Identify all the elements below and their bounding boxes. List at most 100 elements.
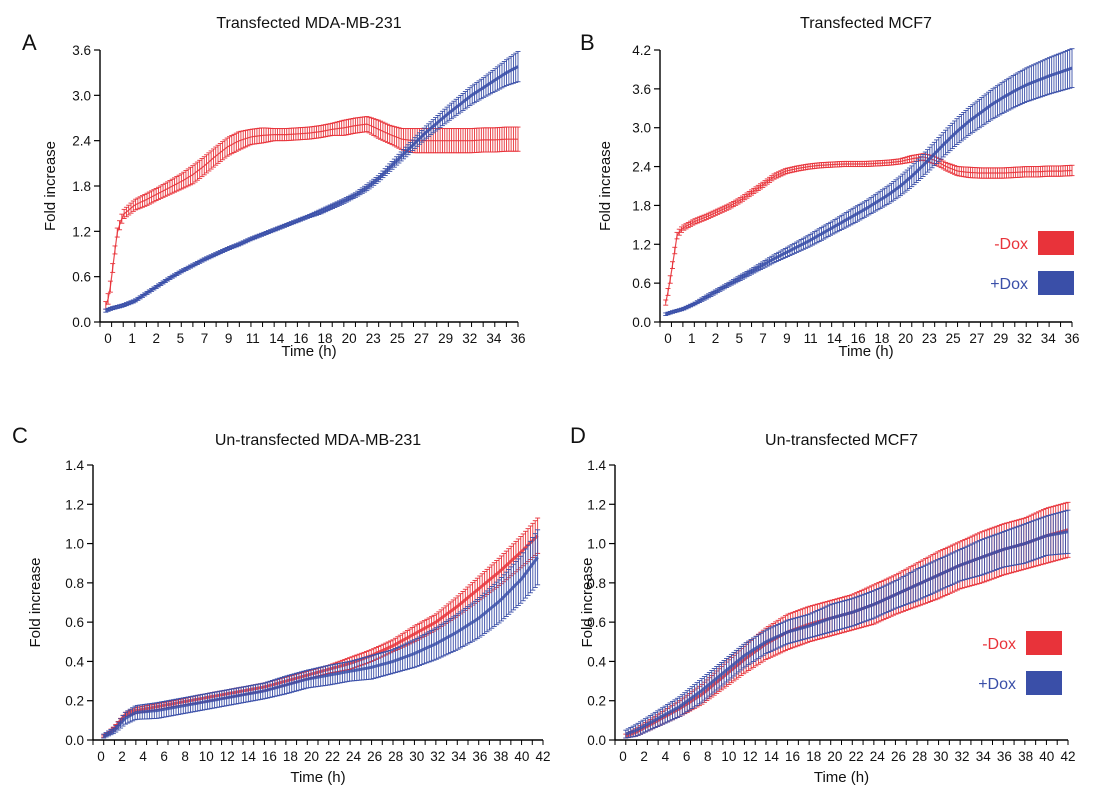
x-tick-label: 18 (806, 749, 821, 764)
x-tick-label: 34 (486, 331, 502, 346)
legend-label: -Dox (982, 636, 1016, 653)
x-tick-label: 14 (269, 331, 285, 346)
legend-swatch (1038, 271, 1074, 295)
x-tick-label: 23 (922, 331, 937, 346)
y-tick-label: 0.6 (65, 615, 84, 630)
x-tick-label: 4 (662, 749, 670, 764)
x-tick-label: 4 (139, 749, 147, 764)
x-tick-label: 7 (201, 331, 209, 346)
x-tick-label: 14 (827, 331, 843, 346)
x-tick-label: 12 (743, 749, 758, 764)
y-tick-label: 1.8 (72, 179, 91, 194)
x-tick-label: 40 (514, 749, 529, 764)
x-tick-label: 32 (955, 749, 970, 764)
series-mean-line (665, 156, 1073, 303)
y-tick-label: 1.0 (65, 537, 84, 552)
y-tick-label: 0.0 (587, 733, 606, 748)
x-tick-label: 6 (160, 749, 168, 764)
x-tick-label: 22 (325, 749, 340, 764)
x-tick-label: 27 (414, 331, 429, 346)
x-tick-label: 2 (152, 331, 160, 346)
y-tick-label: 0.4 (65, 654, 84, 669)
x-tick-label: 11 (804, 331, 818, 346)
panel-b: B Transfected MCF7 0.0 0.6 1.2 1.8 2.4 3.0 3.6 4.… (580, 15, 1080, 360)
x-tick-label: 40 (1039, 749, 1054, 764)
x-tick-label: 23 (366, 331, 381, 346)
x-tick-label: 0 (97, 749, 105, 764)
y-tick-label: 0.6 (72, 270, 91, 285)
legend-swatch (1026, 671, 1062, 695)
x-tick-label: 12 (220, 749, 235, 764)
x-tick-label: 16 (851, 331, 866, 346)
x-tick-label: 34 (1041, 331, 1057, 346)
x-tick-label: 30 (409, 749, 424, 764)
y-tick-label: 1.4 (587, 458, 606, 473)
panel-c: C Un-transfected MDA-MB-231 0.0 0.2 0.4 0.6 0.… (12, 423, 551, 786)
x-tick-label: 5 (736, 331, 744, 346)
panel-title: Un-transfected MCF7 (765, 432, 918, 449)
series-minus-dox (103, 116, 521, 310)
x-tick-label: 0 (619, 749, 627, 764)
y-tick-label: 3.6 (72, 43, 91, 58)
series-mean-line (102, 556, 539, 738)
x-tick-label: 18 (874, 331, 889, 346)
x-tick-label: 9 (783, 331, 791, 346)
x-tick-label: 2 (640, 749, 648, 764)
x-tick-label: 42 (535, 749, 550, 764)
x-tick-label: 5 (177, 331, 185, 346)
x-tick-label: 26 (367, 749, 382, 764)
x-tick-label: 26 (891, 749, 906, 764)
x-tick-label: 20 (898, 331, 913, 346)
x-tick-label: 25 (946, 331, 961, 346)
y-axis-label: Fold increase (42, 141, 59, 231)
y-tick-label: 0.2 (65, 694, 84, 709)
legend: -Dox +Dox (978, 631, 1062, 695)
panel-letter: C (12, 423, 28, 448)
x-tick-label: 34 (451, 749, 467, 764)
x-axis-label: Time (h) (814, 769, 869, 786)
legend-swatch (1038, 231, 1074, 255)
legend-label: +Dox (990, 276, 1028, 293)
y-tick-label: 0.4 (587, 654, 606, 669)
x-tick-label: 1 (688, 331, 696, 346)
series-plus-dox (623, 509, 1071, 739)
series-mean-line (625, 530, 1069, 736)
x-tick-label: 1 (128, 331, 136, 346)
x-tick-label: 28 (388, 749, 403, 764)
series-plus-dox (103, 51, 521, 313)
series-mean-line (105, 123, 518, 306)
x-tick-label: 10 (721, 749, 736, 764)
x-tick-label: 16 (262, 749, 277, 764)
x-tick-label: 32 (462, 331, 477, 346)
x-tick-label: 20 (827, 749, 842, 764)
x-axis-label: Time (h) (281, 343, 336, 360)
y-tick-label: 1.0 (587, 537, 606, 552)
x-tick-label: 25 (390, 331, 405, 346)
y-tick-label: 0.0 (632, 315, 651, 330)
y-tick-label: 3.0 (632, 121, 651, 136)
y-tick-label: 1.2 (632, 237, 651, 252)
x-tick-label: 38 (1018, 749, 1033, 764)
x-axis-label: Time (h) (290, 769, 345, 786)
x-tick-label: 20 (342, 331, 357, 346)
x-tick-label: 18 (283, 749, 298, 764)
x-tick-label: 18 (318, 331, 333, 346)
panel-title: Un-transfected MDA-MB-231 (215, 432, 421, 449)
y-tick-label: 0.8 (587, 576, 606, 591)
y-tick-label: 1.4 (65, 458, 84, 473)
x-tick-label: 11 (246, 331, 260, 346)
y-tick-label: 0.8 (65, 576, 84, 591)
legend: -Dox +Dox (990, 231, 1074, 295)
series-mean-line (105, 65, 519, 313)
y-tick-label: 1.2 (587, 497, 606, 512)
x-tick-label: 32 (430, 749, 445, 764)
x-tick-label: 30 (933, 749, 948, 764)
y-tick-label: 2.4 (632, 160, 651, 175)
x-tick-label: 0 (104, 331, 112, 346)
x-tick-label: 16 (785, 749, 800, 764)
x-tick-label: 6 (683, 749, 691, 764)
y-axis-label: Fold increase (579, 557, 596, 647)
y-tick-label: 0.2 (587, 694, 606, 709)
